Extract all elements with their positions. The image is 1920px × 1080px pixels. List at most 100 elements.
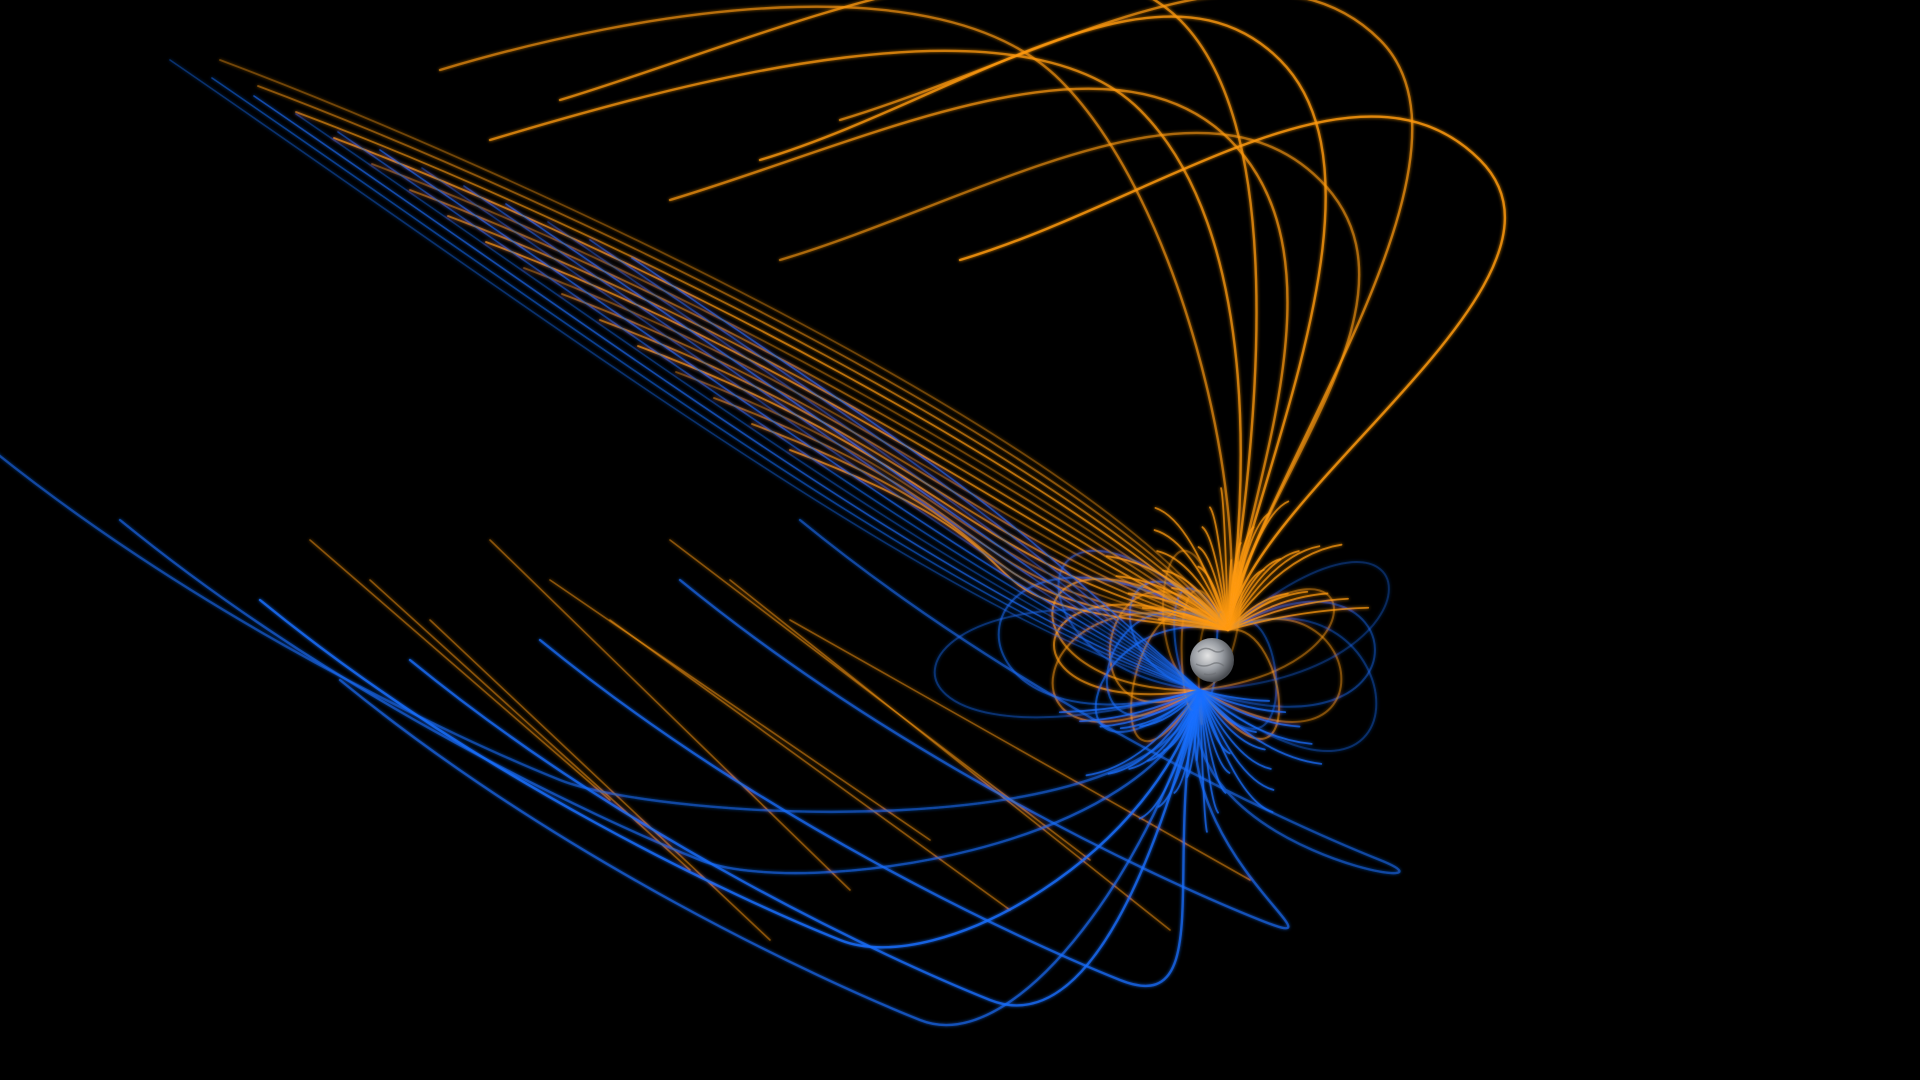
- field-line-south-cusp: [1199, 689, 1287, 714]
- field-line-south-cusp: [1199, 689, 1275, 791]
- field-line-north-cusp: [1157, 618, 1229, 631]
- field-line-south-cusp: [1199, 689, 1219, 814]
- field-line-north-cusp: [1227, 500, 1290, 631]
- field-line-tail-north: [295, 111, 1229, 631]
- field-line-tail-north: [523, 267, 1229, 631]
- planet-surface-texture: [1195, 647, 1225, 676]
- field-line-loop: [997, 576, 1229, 706]
- planet: [1190, 638, 1234, 682]
- field-line-streak: [609, 619, 1011, 911]
- field-line-loop: [933, 608, 1229, 719]
- field-line-south-cusp: [1058, 689, 1201, 714]
- field-lines-group: [0, 0, 1507, 1027]
- field-line-tail-south: [379, 149, 1201, 691]
- field-line-tail-south: [631, 257, 1201, 691]
- field-line-south-cusp: [1199, 689, 1271, 702]
- field-line-south-lobe: [258, 598, 1202, 949]
- field-line-south-cusp: [1173, 689, 1201, 794]
- field-line-tail-south: [505, 203, 1201, 691]
- field-line-tail-north: [257, 85, 1229, 631]
- field-line-north-lobe: [778, 131, 1361, 632]
- field-line-south-cusp: [1146, 689, 1201, 762]
- field-line-south-lobe: [408, 658, 1202, 1007]
- field-line-south-cusp: [1199, 689, 1272, 770]
- field-line-tail-north: [637, 345, 1229, 631]
- field-line-north-cusp: [1105, 555, 1229, 631]
- field-line-south-lobe: [0, 454, 1202, 813]
- field-line-north-cusp: [1227, 545, 1321, 631]
- field-line-tail-north: [675, 371, 1229, 631]
- field-line-north-cusp: [1156, 550, 1229, 631]
- field-line-south-cusp: [1128, 689, 1201, 770]
- field-line-streak: [429, 619, 771, 941]
- field-line-north-lobe: [558, 0, 1258, 632]
- field-line-tail-north: [561, 293, 1229, 631]
- field-line-tail-south: [295, 113, 1201, 691]
- field-line-tail-south: [547, 221, 1201, 691]
- field-line-north-lobe: [488, 49, 1242, 632]
- field-line-tail-north: [219, 59, 1229, 631]
- field-line-south-cusp: [1157, 689, 1201, 808]
- field-line-streak: [789, 619, 1251, 881]
- field-line-north-cusp: [1209, 506, 1229, 631]
- field-line-south-cusp: [1199, 689, 1301, 728]
- field-line-south-lobe: [678, 578, 1290, 930]
- field-line-north-cusp: [1162, 569, 1229, 631]
- field-line-north-cusp: [1201, 526, 1229, 631]
- field-line-north-lobe: [838, 0, 1414, 632]
- field-line-tail-south: [337, 131, 1201, 691]
- field-line-south-cusp: [1199, 689, 1313, 745]
- field-line-south-cusp: [1079, 689, 1201, 723]
- field-line-north-cusp: [1220, 487, 1229, 631]
- field-line-tail-south: [211, 77, 1201, 691]
- field-line-tail-north: [409, 189, 1229, 631]
- field-line-tail-south: [463, 185, 1201, 691]
- field-line-streak: [309, 539, 611, 801]
- field-line-south-cusp: [1119, 689, 1201, 730]
- field-line-south-cusp: [1199, 689, 1266, 751]
- field-line-streak: [369, 579, 691, 871]
- field-line-north-cusp: [1227, 543, 1343, 631]
- field-line-north-lobe: [438, 5, 1233, 632]
- field-line-north-cusp: [1127, 592, 1229, 631]
- field-line-north-cusp: [1227, 526, 1255, 631]
- planet-icon: [1190, 638, 1234, 682]
- field-line-south-cusp: [1199, 689, 1323, 765]
- field-line-loop: [1051, 612, 1229, 723]
- field-line-south-cusp: [1085, 689, 1201, 777]
- field-line-south-lobe: [538, 638, 1202, 988]
- field-line-north-cusp: [1227, 558, 1282, 631]
- field-line-tail-north: [447, 215, 1229, 631]
- field-line-north-cusp: [1141, 606, 1229, 631]
- field-line-south-cusp: [1138, 689, 1201, 820]
- field-line-streak: [729, 579, 1171, 931]
- field-line-loop: [1199, 628, 1281, 740]
- field-line-north-cusp: [1227, 550, 1300, 631]
- field-line-north-cusp: [1227, 597, 1349, 631]
- field-line-loop: [1051, 577, 1229, 692]
- field-line-south-cusp: [1099, 689, 1201, 728]
- field-line-north-cusp: [1115, 575, 1229, 631]
- field-line-north-cusp: [1227, 606, 1370, 631]
- field-line-streak: [489, 539, 851, 891]
- field-line-north-cusp: [1227, 590, 1309, 631]
- field-line-north-cusp: [1227, 592, 1329, 631]
- field-line-south-cusp: [1199, 689, 1208, 833]
- field-line-loop: [1199, 617, 1378, 753]
- field-line-north-cusp: [1227, 512, 1271, 631]
- field-line-south-cusp: [1199, 689, 1227, 794]
- field-line-south-cusp: [1107, 689, 1201, 775]
- field-line-south-lobe: [798, 518, 1401, 875]
- field-line-north-lobe: [668, 87, 1289, 632]
- field-line-north-cusp: [1153, 529, 1229, 631]
- field-line-tail-south: [589, 239, 1201, 691]
- field-line-tail-south: [421, 167, 1201, 691]
- field-line-north-cusp: [1154, 507, 1229, 631]
- field-line-north-lobe: [958, 115, 1507, 632]
- field-line-tail-south: [253, 95, 1201, 691]
- field-line-north-lobe: [758, 15, 1327, 632]
- field-line-loop: [1199, 600, 1376, 708]
- field-line-south-lobe: [338, 678, 1202, 1027]
